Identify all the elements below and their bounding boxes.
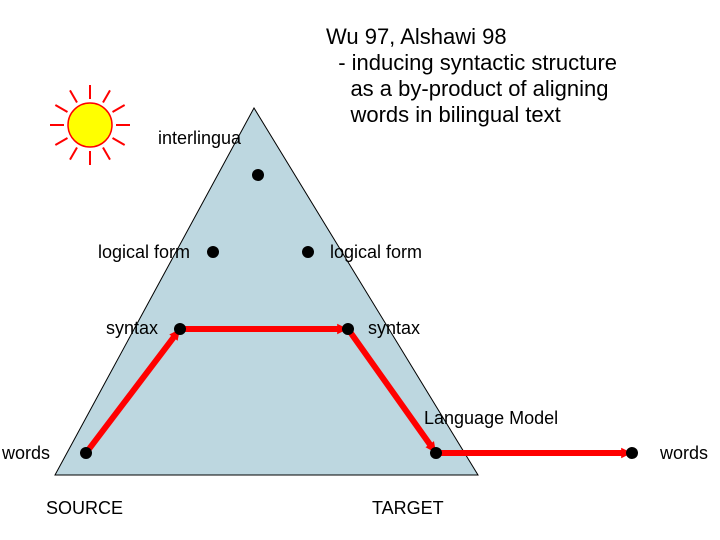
label-heading-line3: as a by-product of aligning (326, 76, 609, 102)
label-interlingua: interlingua (158, 128, 241, 149)
sun-ray (70, 148, 77, 160)
sun-ray (55, 105, 67, 112)
node-syntax-left (174, 323, 186, 335)
label-logical-left: logical form (98, 242, 190, 263)
sun-ray (103, 148, 110, 160)
node-logical-left (207, 246, 219, 258)
label-syntax-left: syntax (106, 318, 158, 339)
node-lm-end (626, 447, 638, 459)
label-language-model: Language Model (424, 408, 558, 429)
sun-icon (68, 103, 112, 147)
label-words-right: words (660, 443, 708, 464)
sun-ray (70, 90, 77, 102)
node-words-right (430, 447, 442, 459)
sun-ray (113, 138, 125, 145)
label-heading-line4: words in bilingual text (326, 102, 561, 128)
label-heading-line2: - inducing syntactic structure (326, 50, 617, 76)
sun-ray (113, 105, 125, 112)
label-words-left: words (2, 443, 50, 464)
node-interlingua (252, 169, 264, 181)
node-words-left (80, 447, 92, 459)
label-logical-right: logical form (330, 242, 422, 263)
label-source: SOURCE (46, 498, 123, 519)
label-heading-line1: Wu 97, Alshawi 98 (326, 24, 507, 50)
node-logical-right (302, 246, 314, 258)
sun-ray (55, 138, 67, 145)
node-syntax-right (342, 323, 354, 335)
label-target: TARGET (372, 498, 444, 519)
sun-ray (103, 90, 110, 102)
label-syntax-right: syntax (368, 318, 420, 339)
